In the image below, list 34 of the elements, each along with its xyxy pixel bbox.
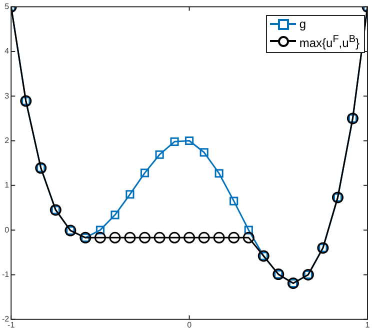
- legend-label: g: [299, 16, 306, 32]
- point: [185, 136, 194, 146]
- point: [184, 232, 196, 244]
- point: [214, 169, 224, 178]
- point: [242, 232, 254, 244]
- x-tick-label: 1: [365, 320, 370, 330]
- point: [213, 232, 225, 244]
- point: [139, 232, 151, 244]
- point: [168, 232, 180, 244]
- y-tick-label: 0: [4, 225, 10, 234]
- point: [198, 232, 210, 244]
- point: [228, 232, 240, 244]
- point: [244, 226, 253, 234]
- point: [96, 226, 104, 234]
- point: [124, 232, 136, 244]
- point: [110, 210, 120, 220]
- point: [109, 232, 121, 244]
- point: [140, 168, 150, 178]
- point: [154, 232, 166, 244]
- y-tick-label: -2: [2, 314, 10, 324]
- y-tick-label: 3: [4, 91, 10, 100]
- x-tick-label: 0: [187, 320, 192, 330]
- y-tick-label: 4: [4, 46, 10, 56]
- y-tick-label: -1: [2, 270, 10, 279]
- y-tick-label: 1: [4, 180, 10, 190]
- legend-label: max{u$^{F}$,u$^{B}$}: [299, 32, 360, 51]
- point: [155, 150, 164, 159]
- point: [126, 190, 134, 199]
- y-tick-label: 5: [4, 2, 10, 12]
- point: [94, 232, 106, 244]
- y-tick-label: 2: [4, 136, 10, 145]
- point: [170, 137, 179, 146]
- point: [230, 196, 238, 206]
- point: [200, 148, 208, 157]
